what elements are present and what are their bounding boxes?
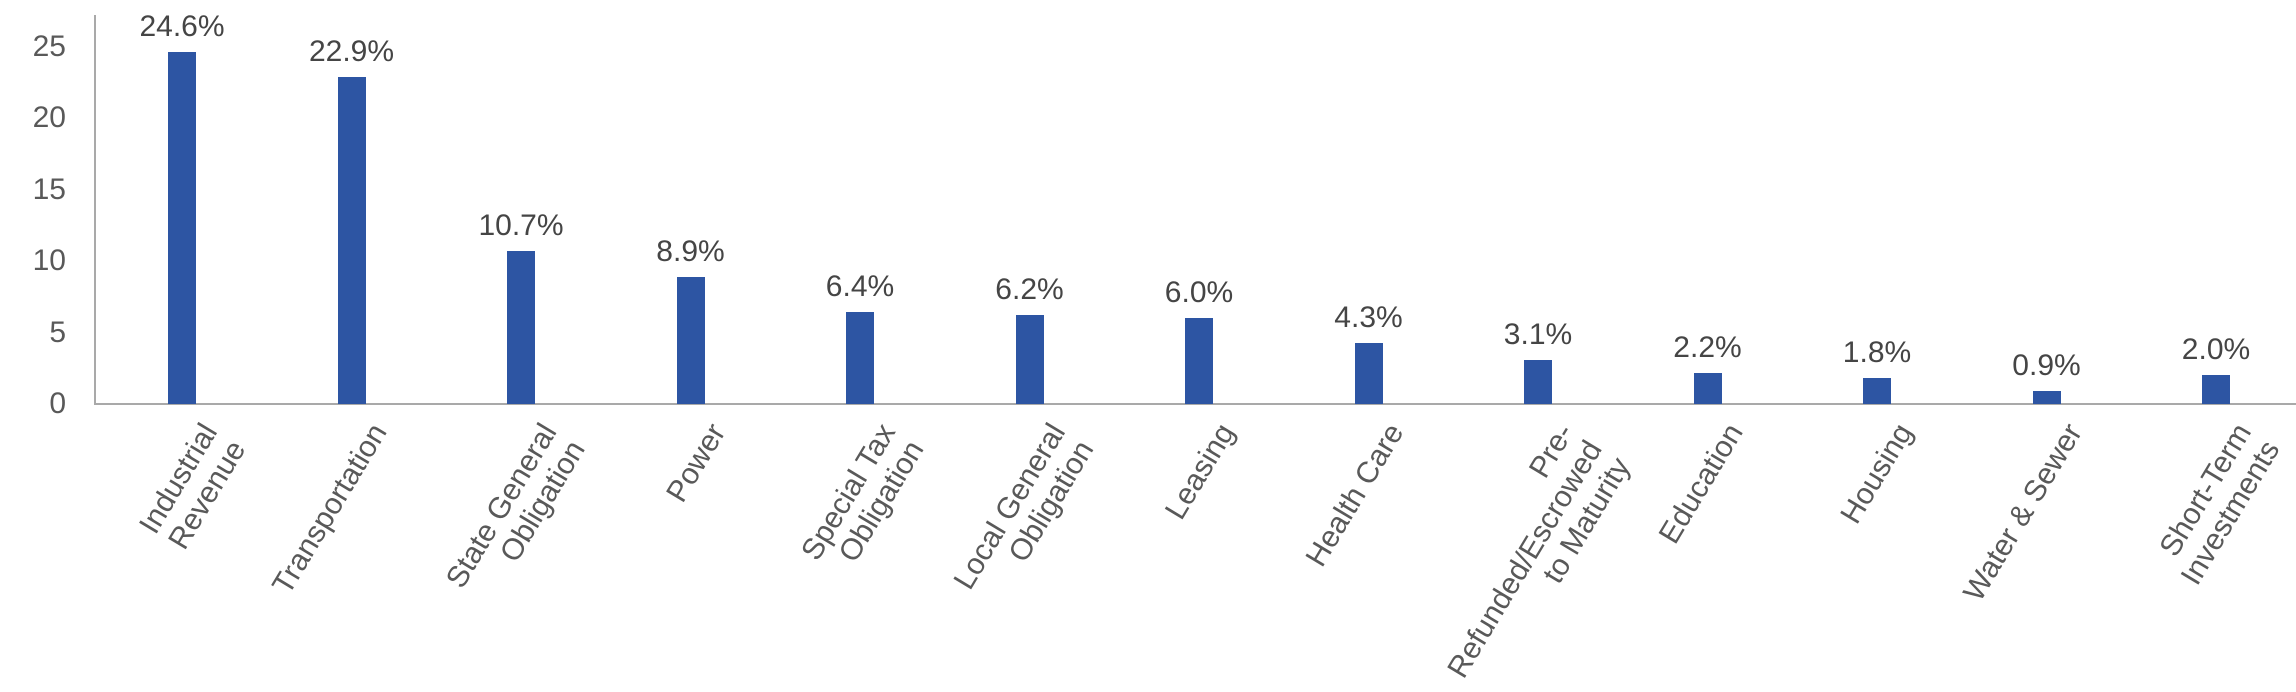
bar — [168, 52, 196, 404]
bar — [1524, 359, 1552, 404]
bar-value-label: 6.0% — [1164, 276, 1234, 310]
category-label: Transportation — [266, 418, 394, 600]
y-tick-label: 0 — [49, 387, 66, 420]
category-label: Power — [660, 418, 733, 508]
bar-value-label: 4.3% — [1334, 300, 1403, 334]
y-tick-label: 10 — [32, 244, 66, 277]
category-label: Local General Obligation — [947, 418, 1101, 596]
bar — [2202, 375, 2230, 404]
category-label: Health Care — [1300, 418, 1411, 573]
bar-value-label: 6.2% — [995, 273, 1064, 307]
y-axis-line — [94, 15, 96, 403]
bar-value-label: 8.9% — [656, 234, 725, 268]
category-label: State General Obligation — [439, 418, 592, 594]
bar-value-label: 22.9% — [308, 34, 395, 68]
bar — [846, 312, 874, 404]
bar-value-label: 24.6% — [139, 10, 225, 44]
bar-value-label: 3.1% — [1503, 317, 1573, 351]
category-label: Water & Sewer — [1957, 418, 2089, 607]
bar — [1693, 372, 1722, 404]
category-label: Leasing — [1158, 418, 1242, 526]
bar — [2032, 391, 2061, 404]
y-tick-label: 20 — [32, 101, 66, 134]
bar — [1354, 342, 1383, 404]
bar — [1185, 318, 1213, 404]
bar — [507, 250, 535, 404]
y-tick-label: 15 — [32, 172, 66, 206]
bar — [337, 76, 366, 404]
category-label: Special Tax Obligation — [795, 418, 931, 568]
bar-value-label: 2.2% — [1673, 330, 1742, 364]
y-tick-label: 5 — [49, 315, 66, 349]
category-label: Short-Term Investments — [2153, 418, 2287, 591]
bar-value-label: 10.7% — [478, 208, 564, 242]
bar-value-label: 6.4% — [825, 270, 895, 304]
bar-value-label: 0.9% — [2012, 349, 2081, 383]
bar — [676, 276, 705, 404]
bar-value-label: 1.8% — [1842, 336, 1912, 370]
category-label: Housing — [1834, 418, 1920, 530]
y-tick-label: 25 — [32, 29, 66, 63]
bar — [1863, 378, 1891, 404]
category-label: Pre- Refunded/Escrowed to Maturity — [1441, 418, 1637, 684]
bar — [1015, 315, 1044, 404]
x-axis-line — [94, 403, 2296, 405]
bar-value-label: 2.0% — [2181, 333, 2251, 367]
category-label: Education — [1652, 418, 1750, 550]
category-label: Industrial Revenue — [133, 418, 253, 555]
